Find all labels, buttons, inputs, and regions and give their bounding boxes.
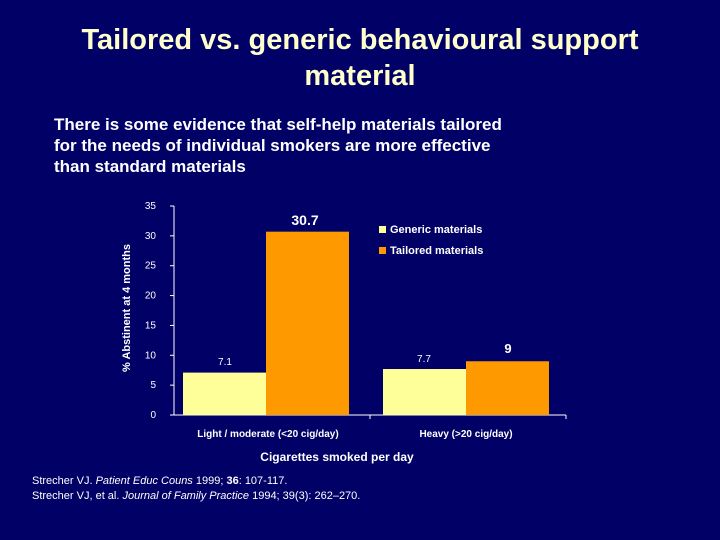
reference-2-pages: : 262–270. (308, 490, 361, 502)
bar-tailored-0 (266, 231, 349, 415)
reference-1-pages: : 107-117. (238, 475, 288, 487)
reference-1-year: 1999; (192, 475, 227, 487)
reference-2: Strecher VJ, et al. Journal of Family Pr… (32, 489, 632, 504)
reference-2-year: 1994; (249, 490, 283, 502)
legend-swatch-tailored (379, 247, 386, 254)
y-tick-label-3: 15 (145, 320, 157, 331)
slide-title-line-2: material (304, 60, 416, 92)
legend-swatch-generic (379, 226, 386, 233)
reference-1-authors: Strecher VJ. (32, 475, 96, 487)
slide-title: Tailored vs. generic behavioural support… (20, 22, 700, 94)
bar-tailored-1 (466, 361, 549, 415)
slide-subtitle: There is some evidence that self-help ma… (54, 114, 594, 177)
data-label-generic-0: 7.1 (218, 357, 232, 368)
legend-label-generic: Generic materials (390, 224, 482, 236)
x-category-label-1: Heavy (>20 cig/day) (419, 429, 512, 440)
reference-2-journal: Journal of Family Practice (122, 490, 250, 502)
data-label-generic-1: 7.7 (417, 354, 431, 365)
reference-1-volume: 36 (226, 475, 239, 487)
y-tick-label-6: 30 (145, 231, 157, 242)
subtitle-line-1: There is some evidence that self-help ma… (54, 115, 502, 134)
reference-1: Strecher VJ. Patient Educ Couns 1999; 36… (32, 474, 632, 489)
references: Strecher VJ. Patient Educ Couns 1999; 36… (32, 474, 632, 504)
y-tick-label-0: 0 (150, 410, 156, 421)
y-tick-label-7: 35 (145, 201, 157, 212)
y-tick-label-2: 10 (145, 350, 157, 361)
reference-2-authors: Strecher VJ, et al. (32, 490, 123, 502)
x-axis-title: Cigarettes smoked per day (260, 450, 414, 464)
subtitle-line-3: than standard materials (54, 157, 246, 176)
bar-generic-1 (383, 369, 466, 415)
reference-1-journal: Patient Educ Couns (95, 475, 193, 487)
legend-label-tailored: Tailored materials (390, 245, 483, 257)
data-label-tailored-0: 30.7 (291, 212, 318, 228)
subtitle-line-2: for the needs of individual smokers are … (54, 136, 491, 155)
data-label-tailored-1: 9 (504, 341, 511, 356)
y-tick-label-1: 5 (150, 380, 156, 391)
slide-title-line-1: Tailored vs. generic behavioural support (81, 24, 639, 56)
x-category-label-0: Light / moderate (<20 cig/day) (197, 429, 338, 440)
y-tick-label-5: 25 (145, 261, 157, 272)
reference-2-volume: 39(3) (282, 490, 309, 502)
y-tick-label-4: 20 (145, 291, 157, 302)
y-axis-title: % Abstinent at 4 months (121, 244, 133, 372)
bar-generic-0 (183, 372, 266, 415)
